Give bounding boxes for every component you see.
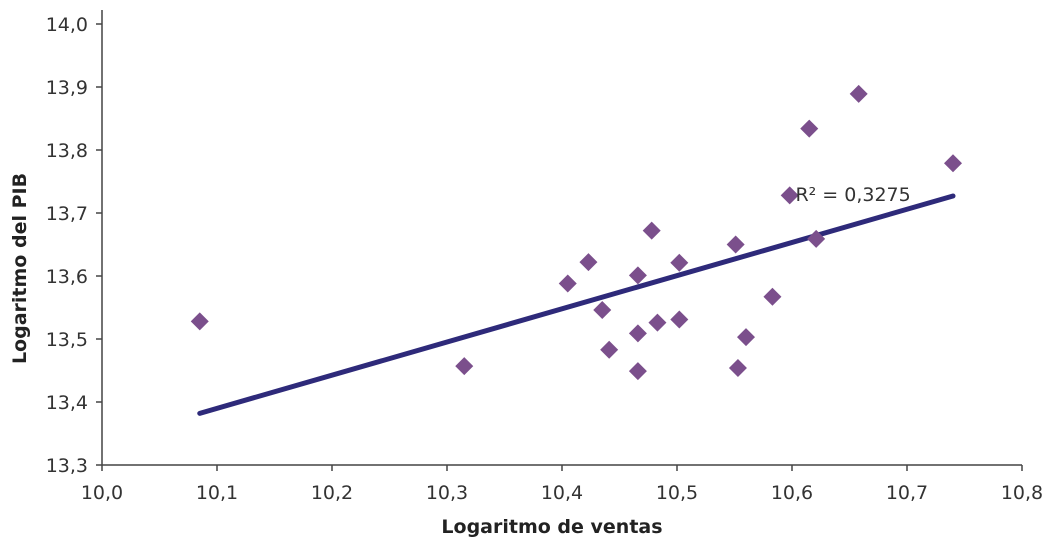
y-tick-label: 13,6: [46, 266, 88, 288]
data-point: [726, 235, 745, 254]
data-point: [944, 154, 962, 173]
data-point: [737, 328, 755, 347]
data-point: [800, 119, 819, 138]
y-tick-label: 14,0: [46, 14, 88, 36]
data-point: [593, 301, 612, 320]
data-point: [455, 357, 474, 376]
data-point: [628, 324, 647, 343]
data-point: [558, 274, 577, 293]
data-point: [628, 266, 647, 285]
data-point: [628, 362, 647, 381]
x-tick-label: 10,4: [541, 482, 583, 504]
data-point: [670, 253, 689, 272]
x-tick-label: 10,8: [1001, 482, 1043, 504]
data-point: [648, 313, 667, 332]
data-points: [190, 84, 962, 381]
y-tick-label: 13,3: [46, 455, 88, 477]
y-tick-label: 13,5: [46, 329, 88, 351]
data-point: [728, 358, 747, 377]
x-tick-label: 10,6: [771, 482, 813, 504]
axes: [101, 10, 1022, 466]
data-point: [670, 310, 689, 329]
x-tick-labels: 10,0 10,1 10,2 10,3 10,4 10,5 10,6 10,7 10,8: [81, 482, 1043, 504]
trendline: [197, 193, 956, 416]
data-point: [763, 287, 782, 306]
data-point: [807, 229, 826, 248]
y-tick-label: 13,8: [46, 140, 88, 162]
x-tick-label: 10,0: [81, 482, 123, 504]
x-tick-label: 10,1: [196, 482, 238, 504]
r-squared-annotation: R² = 0,3275: [795, 184, 910, 206]
tick-marks: [96, 23, 1023, 471]
data-point: [780, 186, 799, 205]
y-axis-title: Logaritmo del PIB: [9, 173, 31, 364]
data-point: [600, 340, 619, 359]
y-tick-label: 13,9: [46, 77, 88, 99]
data-point: [849, 84, 868, 103]
trendline-group: [197, 193, 956, 416]
y-tick-labels: 13,3 13,4 13,5 13,6 13,7 13,8 13,9 14,0: [46, 14, 88, 477]
x-axis-title: Logaritmo de ventas: [441, 516, 662, 538]
y-tick-label: 13,4: [46, 392, 88, 414]
data-point: [642, 221, 661, 240]
x-tick-label: 10,3: [426, 482, 468, 504]
data-point: [579, 253, 598, 272]
y-tick-label: 13,7: [46, 203, 88, 225]
x-tick-label: 10,2: [311, 482, 353, 504]
data-point: [190, 312, 209, 331]
x-tick-label: 10,7: [886, 482, 928, 504]
x-tick-label: 10,5: [656, 482, 698, 504]
